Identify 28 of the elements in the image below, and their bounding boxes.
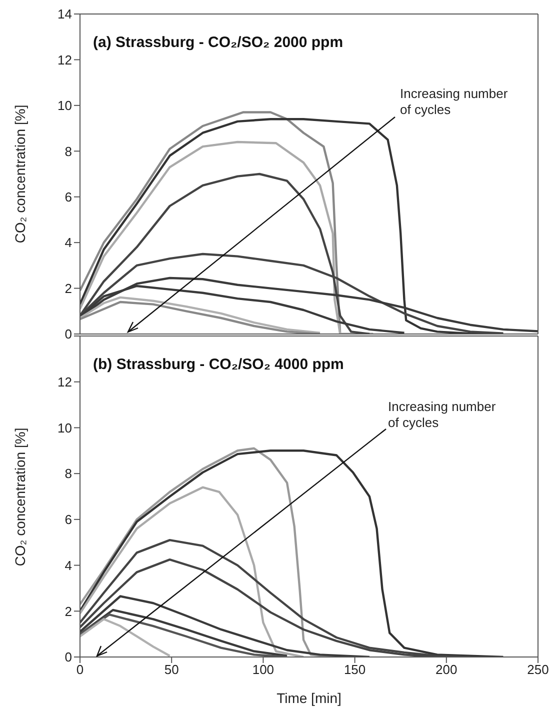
x-tick-label: 50 bbox=[164, 662, 179, 678]
y-axis-title: CO₂ concentration [%] bbox=[12, 104, 28, 244]
x-tick-label: 100 bbox=[252, 662, 274, 678]
y-tick-label: 14 bbox=[58, 6, 72, 22]
y-tick-label: 8 bbox=[64, 144, 72, 159]
y-tick-label: 2 bbox=[64, 604, 72, 619]
text: (b) Strassburg - CO₂/SO₂ 4000 ppm bbox=[93, 356, 344, 373]
x-axis-title: Time [min] bbox=[276, 690, 342, 706]
x-tick-label: 0 bbox=[76, 662, 84, 678]
y-axis-title: CO₂ concentration [%] bbox=[12, 427, 28, 566]
text: (a) Strassburg - CO₂/SO₂ 2000 ppm bbox=[93, 34, 344, 51]
x-tick-label: 200 bbox=[436, 662, 458, 678]
x-tick-label: 150 bbox=[344, 662, 366, 678]
y-tick-label: 12 bbox=[58, 52, 72, 68]
annotation: Increasing number of cycles bbox=[388, 399, 496, 431]
y-tick-label: 12 bbox=[58, 374, 72, 390]
y-tick-label: 6 bbox=[64, 512, 72, 528]
y-tick-label: 10 bbox=[58, 420, 72, 436]
y-tick-label: 8 bbox=[64, 466, 72, 482]
annotation: Increasing number of cycles bbox=[400, 86, 508, 118]
y-tick-label: 6 bbox=[64, 189, 72, 204]
y-tick-label: 0 bbox=[64, 326, 72, 342]
y-tick-label: 4 bbox=[64, 558, 72, 573]
y-tick-label: 4 bbox=[64, 235, 72, 250]
y-tick-label: 0 bbox=[64, 650, 72, 665]
y-tick-label: 10 bbox=[58, 98, 72, 114]
x-tick-label: 250 bbox=[527, 662, 549, 678]
y-tick-label: 2 bbox=[64, 280, 72, 296]
